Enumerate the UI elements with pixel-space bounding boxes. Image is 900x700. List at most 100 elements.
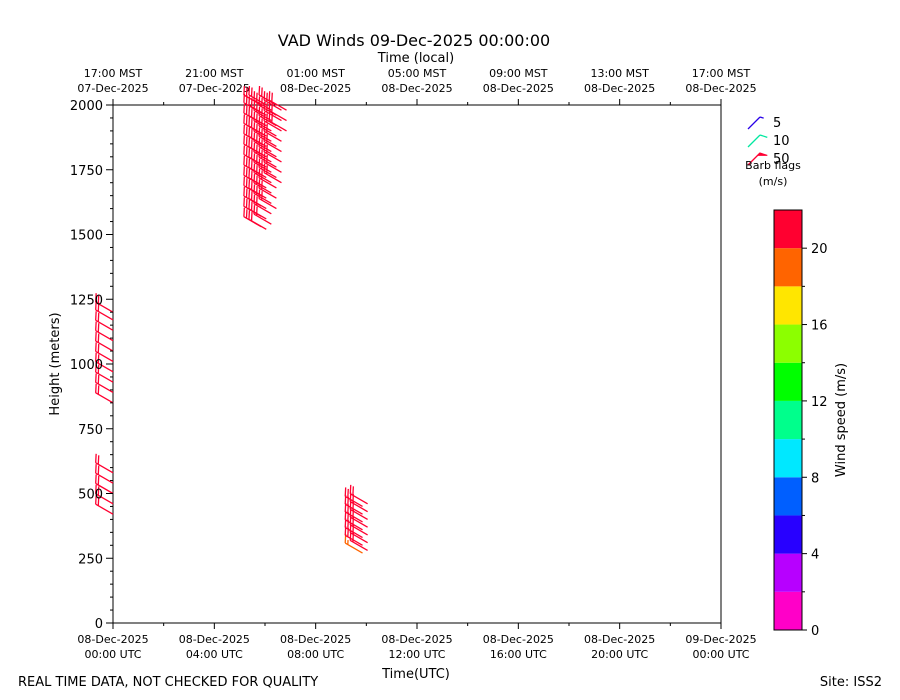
top-tick-date: 07-Dec-2025 [179, 82, 250, 95]
barb-staff [95, 392, 114, 404]
top-tick-date: 08-Dec-2025 [685, 82, 756, 95]
barb-staff [258, 156, 277, 168]
wind-barb [95, 321, 114, 342]
y-tick-label: 500 [78, 488, 103, 503]
wind-barb [253, 142, 272, 163]
colorbar-segment [774, 362, 802, 401]
top-tick-date: 08-Dec-2025 [483, 82, 554, 95]
colorbar-segment [774, 210, 802, 249]
barb-staff [253, 213, 272, 225]
x-tick-date: 08-Dec-2025 [483, 633, 554, 646]
wind-barb [248, 199, 267, 220]
footer-disclaimer: REAL TIME DATA, NOT CHECKED FOR QUALITY [18, 675, 318, 690]
barb-staff [248, 135, 267, 148]
wind-barb [263, 122, 282, 142]
legend-barb-label: 5 [773, 116, 781, 131]
wind-barb [248, 179, 267, 199]
wind-barb [95, 342, 114, 362]
barb-staff [349, 501, 368, 513]
barb-staff [349, 508, 368, 520]
barb-staff [248, 94, 267, 106]
barb-staff [248, 115, 267, 127]
wind-barb [248, 106, 267, 127]
barb-staff [95, 340, 114, 352]
top-tick-time: 21:00 MST [185, 67, 244, 80]
barb-staff [253, 141, 272, 153]
barb-staff [258, 177, 277, 189]
legend-barb [747, 134, 768, 148]
y-tick-label: 1250 [70, 293, 103, 308]
barb-staff [253, 120, 272, 132]
barb-staff [344, 511, 363, 523]
barb-staff [248, 125, 267, 137]
barb-staff [95, 503, 114, 515]
colorbar-segment [774, 324, 802, 363]
colorbar-tick-label: 4 [811, 548, 819, 563]
barb-staff [258, 125, 277, 137]
barb-staff [253, 161, 272, 173]
wind-barb [253, 174, 272, 194]
barb-staff [248, 146, 267, 158]
colorbar-segment [774, 248, 802, 287]
barb-staff [349, 516, 368, 528]
wind-barb [95, 484, 114, 505]
barb-staff [344, 526, 363, 539]
y-tick-label: 250 [78, 552, 103, 567]
colorbar-tick-label: 20 [811, 242, 828, 257]
barb-staff [248, 208, 267, 220]
x-tick-date: 08-Dec-2025 [584, 633, 655, 646]
wind-barb [263, 142, 282, 163]
barb-half-tick [759, 116, 764, 119]
barb-staff [95, 472, 114, 484]
colorbar-segment [774, 477, 802, 516]
colorbar-tick-label: 12 [811, 395, 828, 410]
barb-staff [253, 182, 272, 194]
barb-staff [248, 187, 267, 199]
wind-barb [344, 487, 363, 508]
wind-barb [258, 158, 277, 179]
barb-staff [253, 130, 272, 142]
colorbar-segment [774, 286, 802, 325]
x-tick-time: 12:00 UTC [388, 648, 445, 661]
wind-barb [95, 464, 114, 484]
barb-staff [268, 99, 287, 111]
wind-barb [258, 179, 277, 199]
barb-staff [263, 161, 282, 173]
barb-staff [248, 218, 267, 230]
wind-barb [248, 168, 267, 189]
y-tick-label: 1750 [70, 164, 103, 179]
wind-barbs [95, 85, 368, 554]
barb-staff [248, 177, 267, 189]
legend-barb [747, 152, 768, 166]
barb-staff [349, 539, 368, 552]
wind-barb [253, 111, 272, 132]
y-axis-ticks: 0 250 500 750 1000 1250 1500 1750 2000 [70, 99, 113, 632]
barb-staff [248, 198, 267, 210]
barb-staff [349, 532, 368, 544]
x-tick-date: 08-Dec-2025 [280, 633, 351, 646]
top-tick-time: 05:00 MST [388, 67, 447, 80]
colorbar-label: Wind speed (m/s) [834, 363, 849, 477]
wind-barb [248, 210, 267, 230]
colorbar: 0 4 8 12 16 20 [773, 209, 828, 639]
colorbar-frame [773, 209, 803, 631]
barb-staff [95, 319, 114, 331]
wind-barb [263, 132, 282, 153]
wind-barb [248, 127, 267, 148]
wind-barb [263, 153, 282, 173]
wind-barb [248, 137, 267, 158]
wind-barb [253, 184, 272, 204]
top-tick-time: 17:00 MST [692, 67, 751, 80]
wind-barb [95, 373, 114, 394]
barb-staff [95, 301, 114, 313]
barb-staff [263, 172, 282, 184]
wind-barb [263, 111, 282, 132]
y-tick-label: 0 [95, 617, 103, 632]
wind-barb [253, 91, 272, 111]
barb-legend-title: Barb flags [745, 159, 801, 172]
barb-staff [95, 309, 114, 321]
barb-legend-units: (m/s) [759, 175, 788, 188]
wind-barb [258, 127, 277, 148]
barb-staff [248, 166, 267, 179]
top-tick-date: 08-Dec-2025 [280, 82, 351, 95]
